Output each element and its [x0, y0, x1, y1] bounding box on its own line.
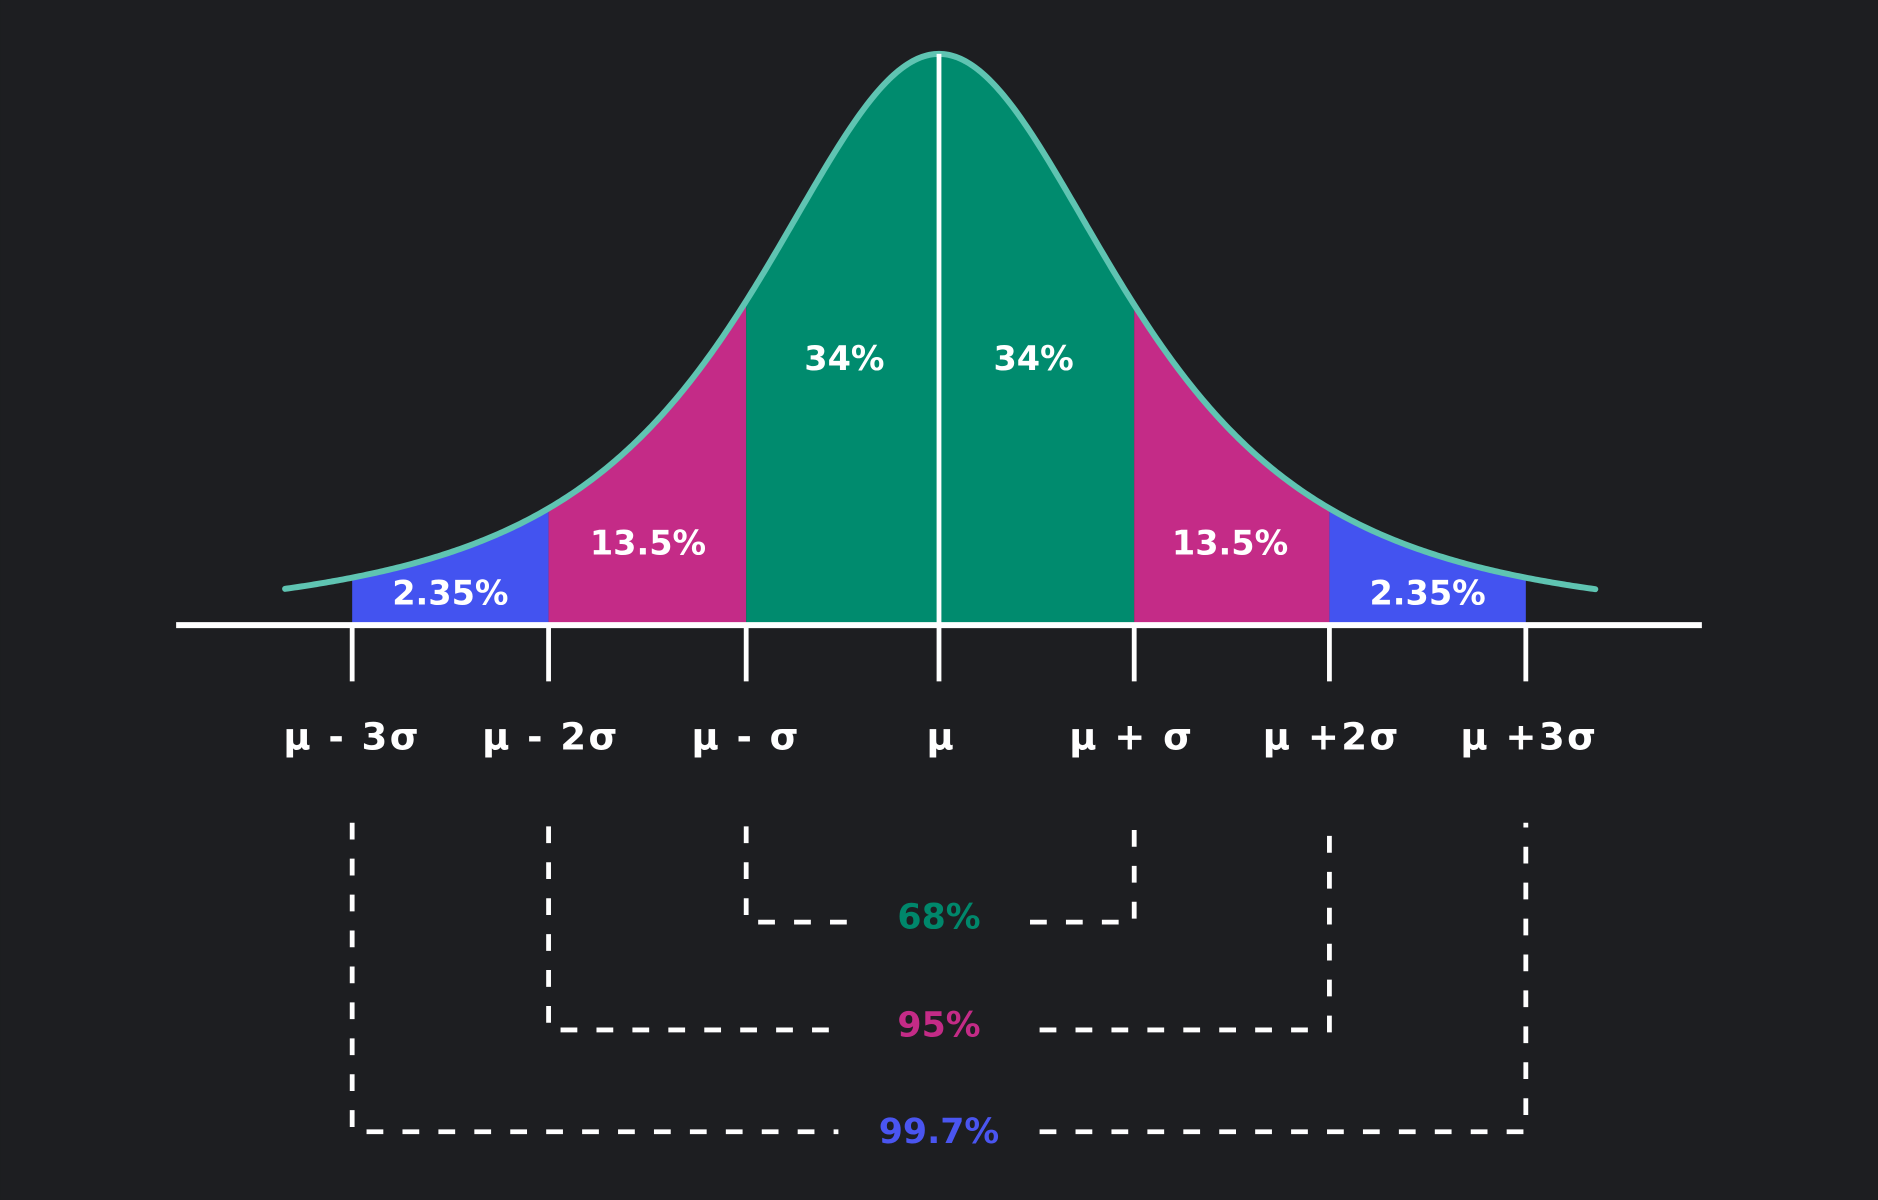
- region-label: 34%: [804, 339, 884, 378]
- axis-label: μ - 3σ: [283, 715, 421, 758]
- axis-label: μ + σ: [1069, 715, 1194, 758]
- region: [352, 508, 549, 626]
- range-bracket: [1039, 822, 1529, 1135]
- range-label: 99.7%: [879, 1112, 999, 1152]
- axis-label: μ - σ: [691, 715, 800, 758]
- region-label: 13.5%: [1172, 523, 1288, 562]
- axis-label: μ +2σ: [1263, 715, 1401, 758]
- axis-label: μ - 2σ: [482, 715, 620, 758]
- range-label: 68%: [897, 898, 980, 938]
- axis-label: μ +3σ: [1460, 715, 1598, 758]
- region: [548, 300, 747, 626]
- region: [1134, 304, 1330, 626]
- region-label: 34%: [993, 339, 1073, 378]
- range-bracket: [546, 826, 839, 1033]
- range-label: 95%: [897, 1005, 980, 1045]
- region-label: 2.35%: [392, 574, 508, 613]
- axis-label: μ: [927, 715, 957, 758]
- region-label: 2.35%: [1369, 574, 1485, 613]
- range-bracket: [1039, 826, 1332, 1033]
- region: [939, 53, 1135, 626]
- curve-group: [176, 50, 1702, 682]
- region-label: 13.5%: [590, 523, 706, 562]
- region: [746, 53, 939, 626]
- region: [1329, 508, 1526, 626]
